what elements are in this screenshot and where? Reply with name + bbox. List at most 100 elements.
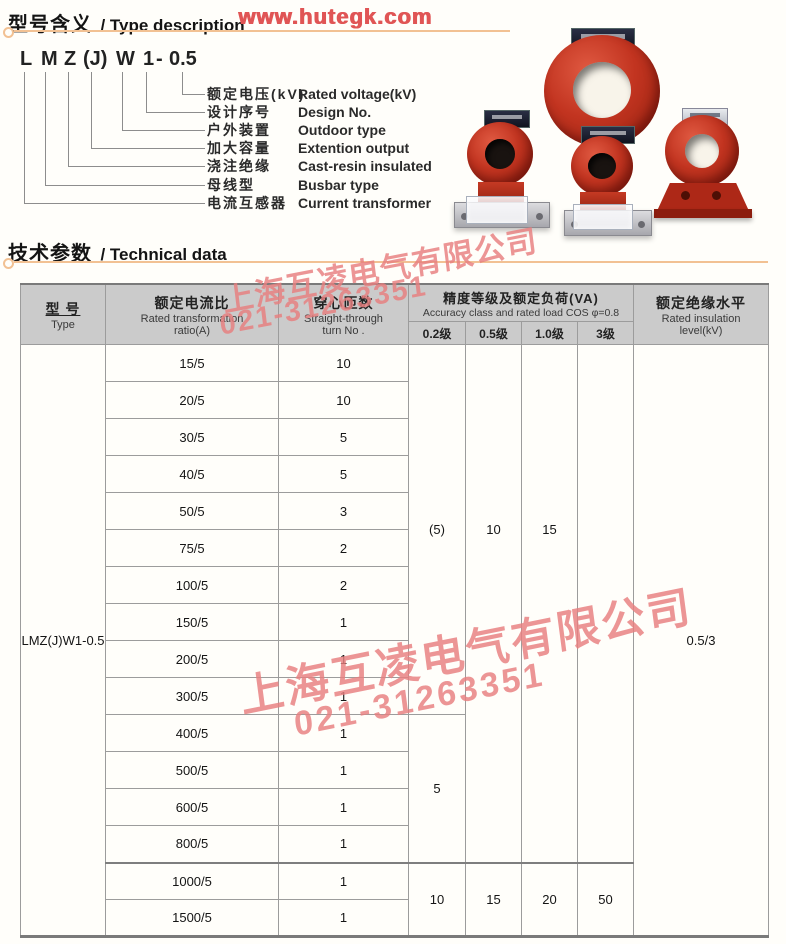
turns-cell: 2 bbox=[278, 529, 409, 567]
leader-line bbox=[146, 72, 205, 113]
ratio-cell: 800/5 bbox=[105, 825, 279, 863]
ct-terminal-block bbox=[573, 204, 633, 230]
ratio-cell: 20/5 bbox=[105, 381, 279, 419]
divider-dot bbox=[3, 27, 14, 38]
ratio-cell: 40/5 bbox=[105, 455, 279, 493]
section2-divider bbox=[14, 261, 768, 263]
code-char-J: (J) bbox=[83, 48, 108, 70]
leader-line bbox=[182, 72, 205, 95]
ratio-cell: 400/5 bbox=[105, 714, 279, 752]
acc-10-cell bbox=[521, 714, 578, 863]
ct-hole bbox=[588, 153, 616, 179]
label-zh: 浇注绝缘 bbox=[207, 158, 271, 174]
table-row: 30/5 5 bbox=[21, 418, 769, 456]
leader-line bbox=[91, 72, 205, 149]
turns-cell: 1 bbox=[278, 788, 409, 826]
col-header-turns-en1: Straight-through bbox=[304, 312, 383, 325]
turns-cell: 1 bbox=[278, 677, 409, 715]
turns-cell: 2 bbox=[278, 566, 409, 604]
col-header-ratio-en2: ratio(A) bbox=[173, 324, 211, 337]
acc-3-cell: 50 bbox=[576, 861, 635, 937]
col-header-turns: 穿心匝数 Straight-through turn No . bbox=[278, 283, 409, 345]
table-row: 1000/5 1 10 15 20 50 bbox=[21, 861, 769, 937]
table-row: LMZ(J)W1-0.5 15/5 10 (5) 10 15 0.5/3 bbox=[20, 344, 770, 937]
label-zh: 电流互感器 bbox=[207, 195, 287, 211]
ratio-cell: 150/5 bbox=[105, 603, 279, 641]
label-en: Extention output bbox=[298, 140, 410, 156]
turns-cell: 1 bbox=[278, 751, 409, 789]
col-header-ratio-zh: 额定电流比 bbox=[154, 294, 230, 311]
code-char-L: L bbox=[20, 48, 33, 70]
section1-divider bbox=[14, 30, 510, 32]
type-cell: LMZ(J)W1-0.5 bbox=[20, 344, 106, 937]
ct-hole bbox=[573, 62, 631, 118]
acc-02-cell: 10 bbox=[408, 861, 466, 937]
website-watermark: www.hutegk.com bbox=[238, 4, 433, 29]
col-header-insulation-en1: Rated insulation bbox=[661, 312, 741, 325]
leader-line bbox=[122, 72, 205, 131]
col-header-class-3: 3级 bbox=[576, 321, 635, 345]
ct-hole bbox=[685, 134, 719, 168]
col-header-accuracy-zh: 精度等级及额定负荷(VA) bbox=[443, 290, 599, 306]
ratio-cell: 200/5 bbox=[105, 640, 279, 678]
col-header-class-05: 0.5级 bbox=[465, 321, 522, 345]
acc-3-cell bbox=[576, 344, 635, 715]
turns-cell: 5 bbox=[278, 418, 409, 456]
turns-cell: 1 bbox=[278, 603, 409, 641]
turns-cell: 10 bbox=[278, 381, 409, 419]
col-header-accuracy: 精度等级及额定负荷(VA) Accuracy class and rated l… bbox=[407, 283, 635, 322]
insulation-cell: 0.5/3 bbox=[633, 344, 770, 937]
section1-title-zh: 型号含义 bbox=[8, 14, 92, 36]
turns-cell: 3 bbox=[278, 492, 409, 530]
section2-title-zh: 技术参数 bbox=[8, 243, 92, 265]
label-en: Outdoor type bbox=[298, 122, 386, 138]
code-char-M: M bbox=[41, 48, 58, 70]
col-header-insulation: 额定绝缘水平 Rated insulation level(kV) bbox=[633, 283, 770, 345]
section2-title-en: / Technical data bbox=[100, 245, 227, 264]
ratio-cell: 300/5 bbox=[105, 677, 279, 715]
label-zh: 母线型 bbox=[207, 177, 255, 193]
label-en: Rated voltage(kV) bbox=[298, 86, 417, 102]
header-row-2: 0.2级 0.5级 1.0级 3级 bbox=[21, 321, 769, 345]
turns-cell: 1 bbox=[278, 640, 409, 678]
col-header-turns-zh: 穿心匝数 bbox=[313, 294, 374, 311]
leader-line bbox=[68, 72, 205, 167]
turns-cell: 5 bbox=[278, 455, 409, 493]
section1-title-en: / Type description bbox=[100, 16, 245, 35]
acc-02-cell: (5) bbox=[408, 344, 466, 715]
col-header-type: 型 号 Type bbox=[20, 283, 106, 345]
leader-line bbox=[45, 72, 205, 186]
col-header-type-zh: 型 号 bbox=[45, 300, 81, 317]
col-header-turns-en2: turn No . bbox=[322, 324, 365, 337]
ratio-cell: 100/5 bbox=[105, 566, 279, 604]
col-header-ratio-en1: Rated transformation bbox=[140, 312, 244, 325]
divider-dot bbox=[3, 258, 14, 269]
ratio-cell: 500/5 bbox=[105, 751, 279, 789]
label-zh: 加大容量 bbox=[207, 140, 271, 156]
turns-cell: 1 bbox=[278, 899, 409, 937]
ct-base bbox=[657, 183, 749, 211]
turns-cell: 10 bbox=[278, 344, 409, 382]
turns-cell: 1 bbox=[278, 825, 409, 863]
code-char-1: 1 bbox=[143, 48, 155, 70]
technical-data-table: 型 号 Type 额定电流比 Rated transformation rati… bbox=[20, 283, 770, 938]
product-photo bbox=[432, 26, 786, 236]
table-row: 300/5 1 bbox=[21, 677, 769, 715]
turns-cell: 1 bbox=[278, 714, 409, 752]
col-header-ratio: 额定电流比 Rated transformation ratio(A) bbox=[105, 283, 279, 345]
code-char-dash: - bbox=[156, 48, 163, 70]
code-char-W: W bbox=[116, 48, 135, 70]
label-en: Current transformer bbox=[298, 195, 432, 211]
ratio-cell: 30/5 bbox=[105, 418, 279, 456]
col-header-type-en: Type bbox=[51, 318, 75, 331]
acc-05-cell: 15 bbox=[465, 861, 522, 937]
ratio-cell: 600/5 bbox=[105, 788, 279, 826]
acc-3-cell bbox=[576, 714, 635, 863]
table-row: 150/5 1 bbox=[21, 603, 769, 641]
ratio-cell: 50/5 bbox=[105, 492, 279, 530]
label-zh: 户外装置 bbox=[207, 122, 271, 138]
turns-cell: 1 bbox=[278, 861, 409, 900]
table-row: 40/5 5 bbox=[21, 455, 769, 493]
table-row: 20/5 10 bbox=[21, 381, 769, 419]
